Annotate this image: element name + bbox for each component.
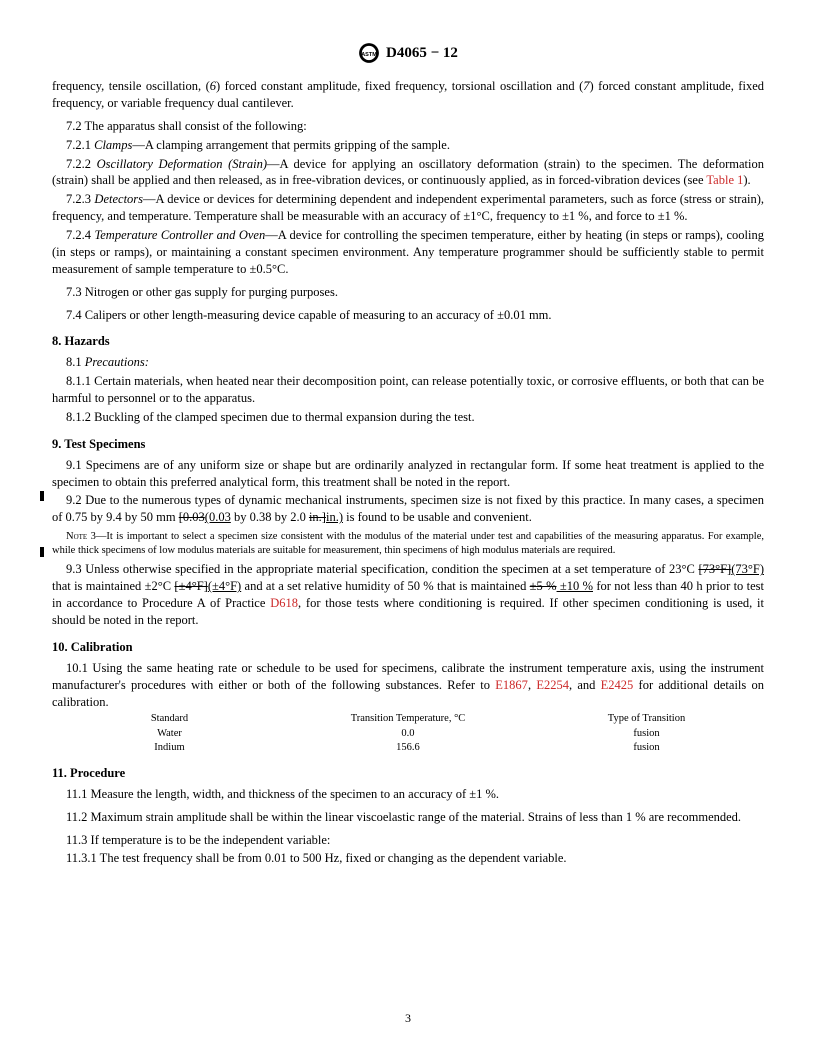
strike-text: in.] [309, 510, 326, 524]
table-row: Indium 156.6 fusion [52, 741, 764, 755]
para-9-2: 9.2 Due to the numerous types of dynamic… [52, 492, 764, 526]
para-11-2: 11.2 Maximum strain amplitude shall be w… [52, 809, 764, 826]
inserted-text: (0.03 [205, 510, 231, 524]
section-10-heading: 10. Calibration [52, 639, 764, 656]
table-cell: Indium [52, 741, 287, 755]
change-bar-icon [40, 491, 44, 501]
para-9-1: 9.1 Specimens are of any uniform size or… [52, 457, 764, 491]
para-9-3: 9.3 Unless otherwise specified in the ap… [52, 561, 764, 629]
para-7-2-3: 7.2.3 Detectors—A device or devices for … [52, 191, 764, 225]
section-8-heading: 8. Hazards [52, 333, 764, 350]
table-cell: fusion [529, 727, 764, 741]
col-header: Standard [52, 712, 287, 726]
para-10-1: 10.1 Using the same heating rate or sche… [52, 660, 764, 711]
table-row: Water 0.0 fusion [52, 727, 764, 741]
para-11-1: 11.1 Measure the length, width, and thic… [52, 786, 764, 803]
para-11-3-1: 11.3.1 The test frequency shall be from … [52, 850, 764, 867]
para-8-1: 8.1 Precautions: [52, 354, 764, 371]
d618-link[interactable]: D618 [270, 596, 298, 610]
page-number: 3 [0, 1011, 816, 1026]
strike-text: [0.03 [179, 510, 205, 524]
e2254-link[interactable]: E2254 [536, 678, 569, 692]
section-9-heading: 9. Test Specimens [52, 436, 764, 453]
para-7-2-1: 7.2.1 Clamps—A clamping arrangement that… [52, 137, 764, 154]
para-11-3: 11.3 If temperature is to be the indepen… [52, 832, 764, 849]
doc-header: ASTM D4065 − 12 [52, 42, 764, 64]
doc-designation: D4065 − 12 [386, 45, 458, 62]
calibration-table: Standard Transition Temperature, °C Type… [52, 712, 764, 755]
document-page: ASTM D4065 − 12 frequency, tensile oscil… [0, 0, 816, 899]
para-7-2-4: 7.2.4 Temperature Controller and Oven—A … [52, 227, 764, 278]
change-bar-icon [40, 547, 44, 557]
table-cell: 0.0 [287, 727, 529, 741]
strike-text: [±4°F] [174, 579, 207, 593]
para-7-3: 7.3 Nitrogen or other gas supply for pur… [52, 284, 764, 301]
table-1-link[interactable]: Table 1 [706, 173, 743, 187]
body-content: frequency, tensile oscillation, (6) forc… [52, 78, 764, 867]
strike-text: [73°F] [698, 562, 731, 576]
table-cell: 156.6 [287, 741, 529, 755]
section-11-heading: 11. Procedure [52, 765, 764, 782]
astm-logo-icon: ASTM [358, 42, 380, 64]
para-7-4: 7.4 Calipers or other length-measuring d… [52, 307, 764, 324]
para-7-2-2: 7.2.2 Oscillatory Deformation (Strain)—A… [52, 156, 764, 190]
table-cell: Water [52, 727, 287, 741]
inserted-text: (73°F) [731, 562, 764, 576]
e1867-link[interactable]: E1867 [495, 678, 528, 692]
para-8-1-2: 8.1.2 Buckling of the clamped specimen d… [52, 409, 764, 426]
para-7-2: 7.2 The apparatus shall consist of the f… [52, 118, 764, 135]
para-7-cont: frequency, tensile oscillation, (6) forc… [52, 78, 764, 112]
table-header-row: Standard Transition Temperature, °C Type… [52, 712, 764, 726]
strike-text: ±5 % [530, 579, 557, 593]
col-header: Transition Temperature, °C [287, 712, 529, 726]
note-3: Note 3—It is important to select a speci… [52, 530, 764, 557]
svg-text:ASTM: ASTM [361, 52, 377, 58]
para-8-1-1: 8.1.1 Certain materials, when heated nea… [52, 373, 764, 407]
inserted-text: (±4°F) [208, 579, 241, 593]
col-header: Type of Transition [529, 712, 764, 726]
inserted-text: in.) [326, 510, 343, 524]
table-cell: fusion [529, 741, 764, 755]
inserted-text: ±10 % [557, 579, 593, 593]
e2425-link[interactable]: E2425 [601, 678, 634, 692]
